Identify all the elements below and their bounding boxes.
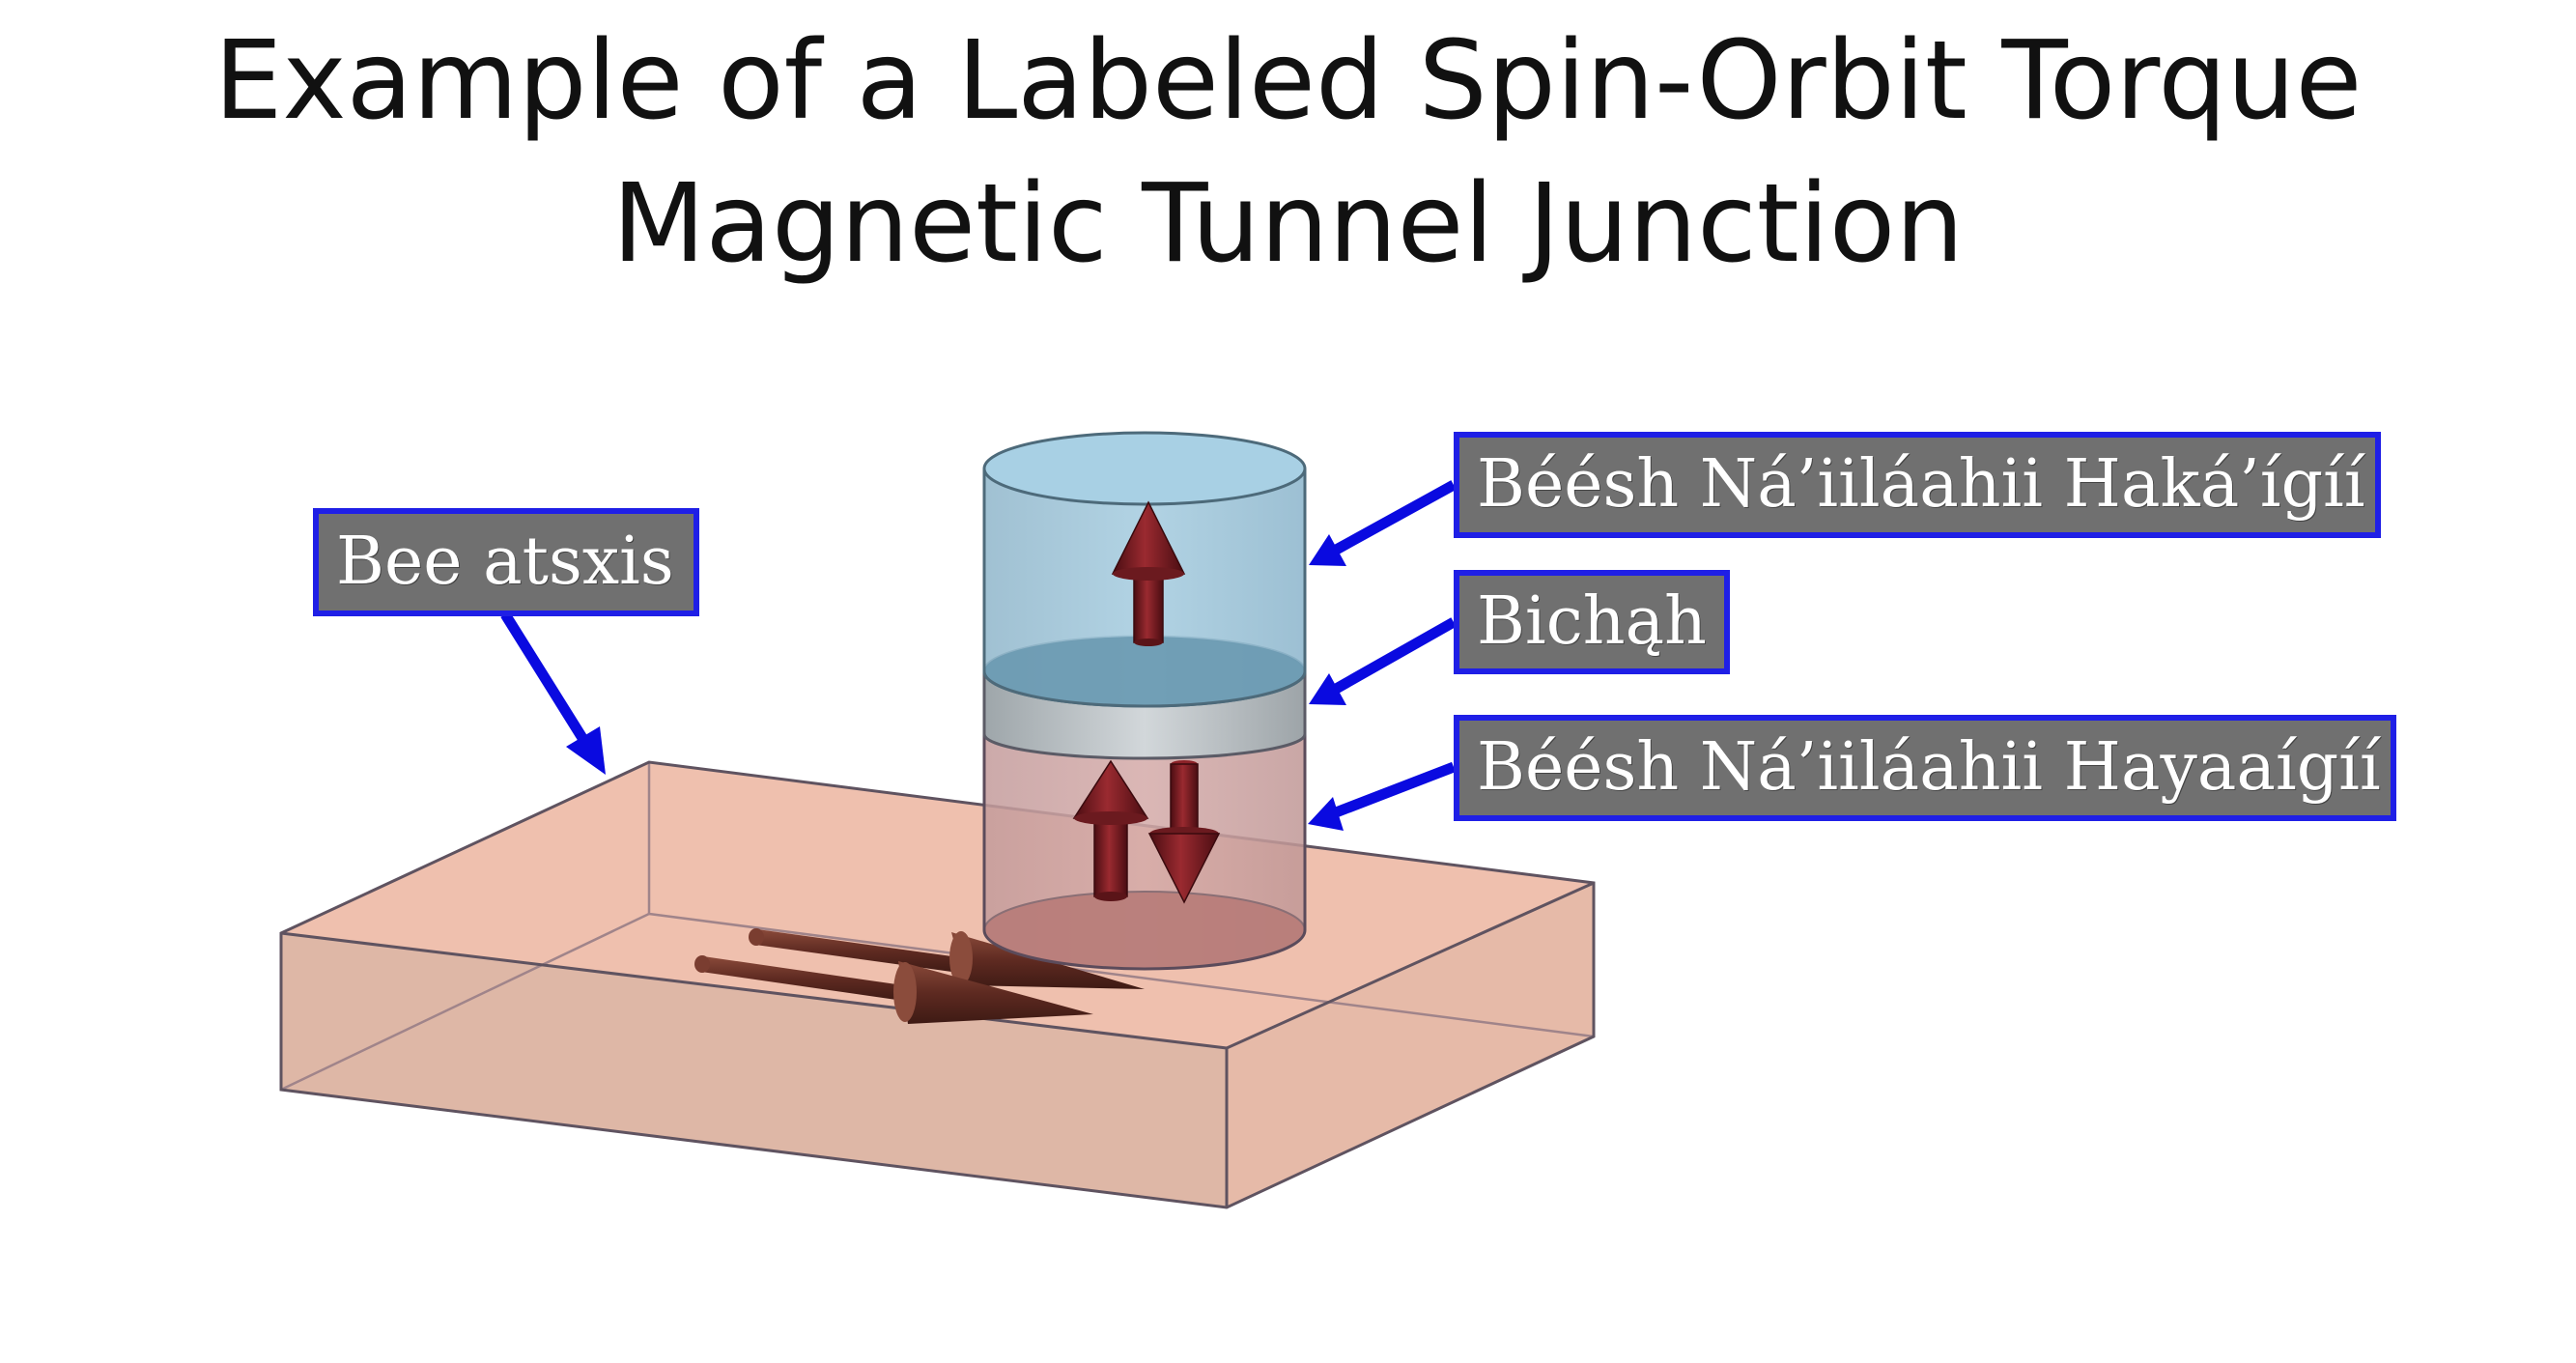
pointer-fixed-layer <box>1308 761 1456 831</box>
pointer-free-layer <box>1309 480 1457 566</box>
substrate-top-face <box>281 762 1594 1048</box>
free-layer-up-arrow <box>1111 500 1186 646</box>
pointer-arrows <box>500 480 1457 831</box>
label-barrier: Bichąh <box>1454 570 1730 674</box>
substrate-slab <box>279 760 1596 1209</box>
substrate-side-face <box>1227 883 1594 1207</box>
fixed-layer <box>982 734 1307 971</box>
page-title-line-2: Magnetic Tunnel Junction <box>611 161 1965 287</box>
current-arrow-front <box>694 955 1093 1024</box>
label-fixed-layer: Béésh Ná’iiláahii Hayaaígíí <box>1454 715 2396 821</box>
substrate-front-face <box>281 933 1227 1207</box>
mtj-pillar <box>982 431 1307 971</box>
page-title-line-1: Example of a Labeled Spin-Orbit Torque <box>213 18 2363 144</box>
label-free-layer: Béésh Ná’iiláahii Haká’ígíí <box>1454 432 2381 538</box>
fixed-layer-down-arrow <box>1147 760 1221 904</box>
label-substrate: Bee atsxis <box>313 508 699 616</box>
fixed-layer-up-arrow <box>1072 759 1149 901</box>
pointer-barrier <box>1309 617 1457 705</box>
pointer-substrate <box>500 611 606 775</box>
